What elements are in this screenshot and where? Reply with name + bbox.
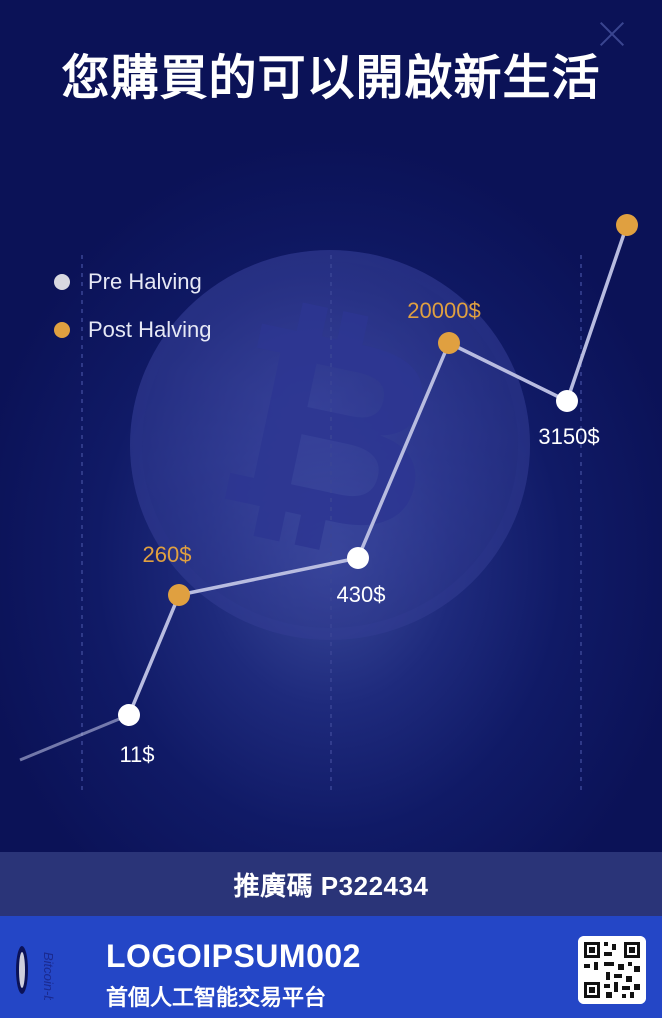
referral-bar: 推廣碼 P322434 <box>0 852 662 916</box>
chart-legend: Pre Halving Post Halving <box>54 258 212 354</box>
qr-code-icon[interactable] <box>578 936 646 1004</box>
brand-tagline: 首個人工智能交易平台 <box>106 986 327 1011</box>
data-point-pre-halving[interactable] <box>556 390 578 412</box>
legend-item-pre-halving: Pre Halving <box>54 258 212 306</box>
price-line <box>127 224 629 716</box>
logo-text: Bitcoin-bot <box>41 952 56 1000</box>
legend-dot-post-halving <box>54 322 70 338</box>
data-point-post-halving[interactable] <box>616 214 638 236</box>
bitcoin-coin-illustration <box>130 250 530 640</box>
data-label: 3150$ <box>538 424 599 449</box>
chart-line-segment <box>19 713 130 762</box>
footer <box>0 916 662 1018</box>
data-label: 260$ <box>143 542 192 567</box>
data-point-pre-halving[interactable] <box>118 704 140 726</box>
data-label: 11$ <box>119 742 154 767</box>
data-point-post-halving[interactable] <box>438 332 460 354</box>
chart-grid <box>81 255 582 790</box>
data-label: 20000$ <box>407 298 480 323</box>
referral-code: 推廣碼 P322434 <box>233 870 429 901</box>
data-label: 430$ <box>337 582 386 607</box>
data-point-pre-halving[interactable] <box>347 547 369 569</box>
legend-item-post-halving: Post Halving <box>54 306 212 354</box>
page-title: 您購買的可以開啟新生活 <box>61 50 601 106</box>
bitcoin-bot-logo: Bitcoin-bot <box>16 946 56 1000</box>
legend-label-post-halving: Post Halving <box>88 317 212 342</box>
brand-name: LOGOIPSUM002 <box>106 938 361 974</box>
legend-dot-pre-halving <box>54 274 70 290</box>
legend-label-pre-halving: Pre Halving <box>88 269 202 294</box>
data-point-post-halving[interactable] <box>168 584 190 606</box>
price-chart: 11$ 260$ 430$ 20000$ 3150$ <box>19 214 638 790</box>
